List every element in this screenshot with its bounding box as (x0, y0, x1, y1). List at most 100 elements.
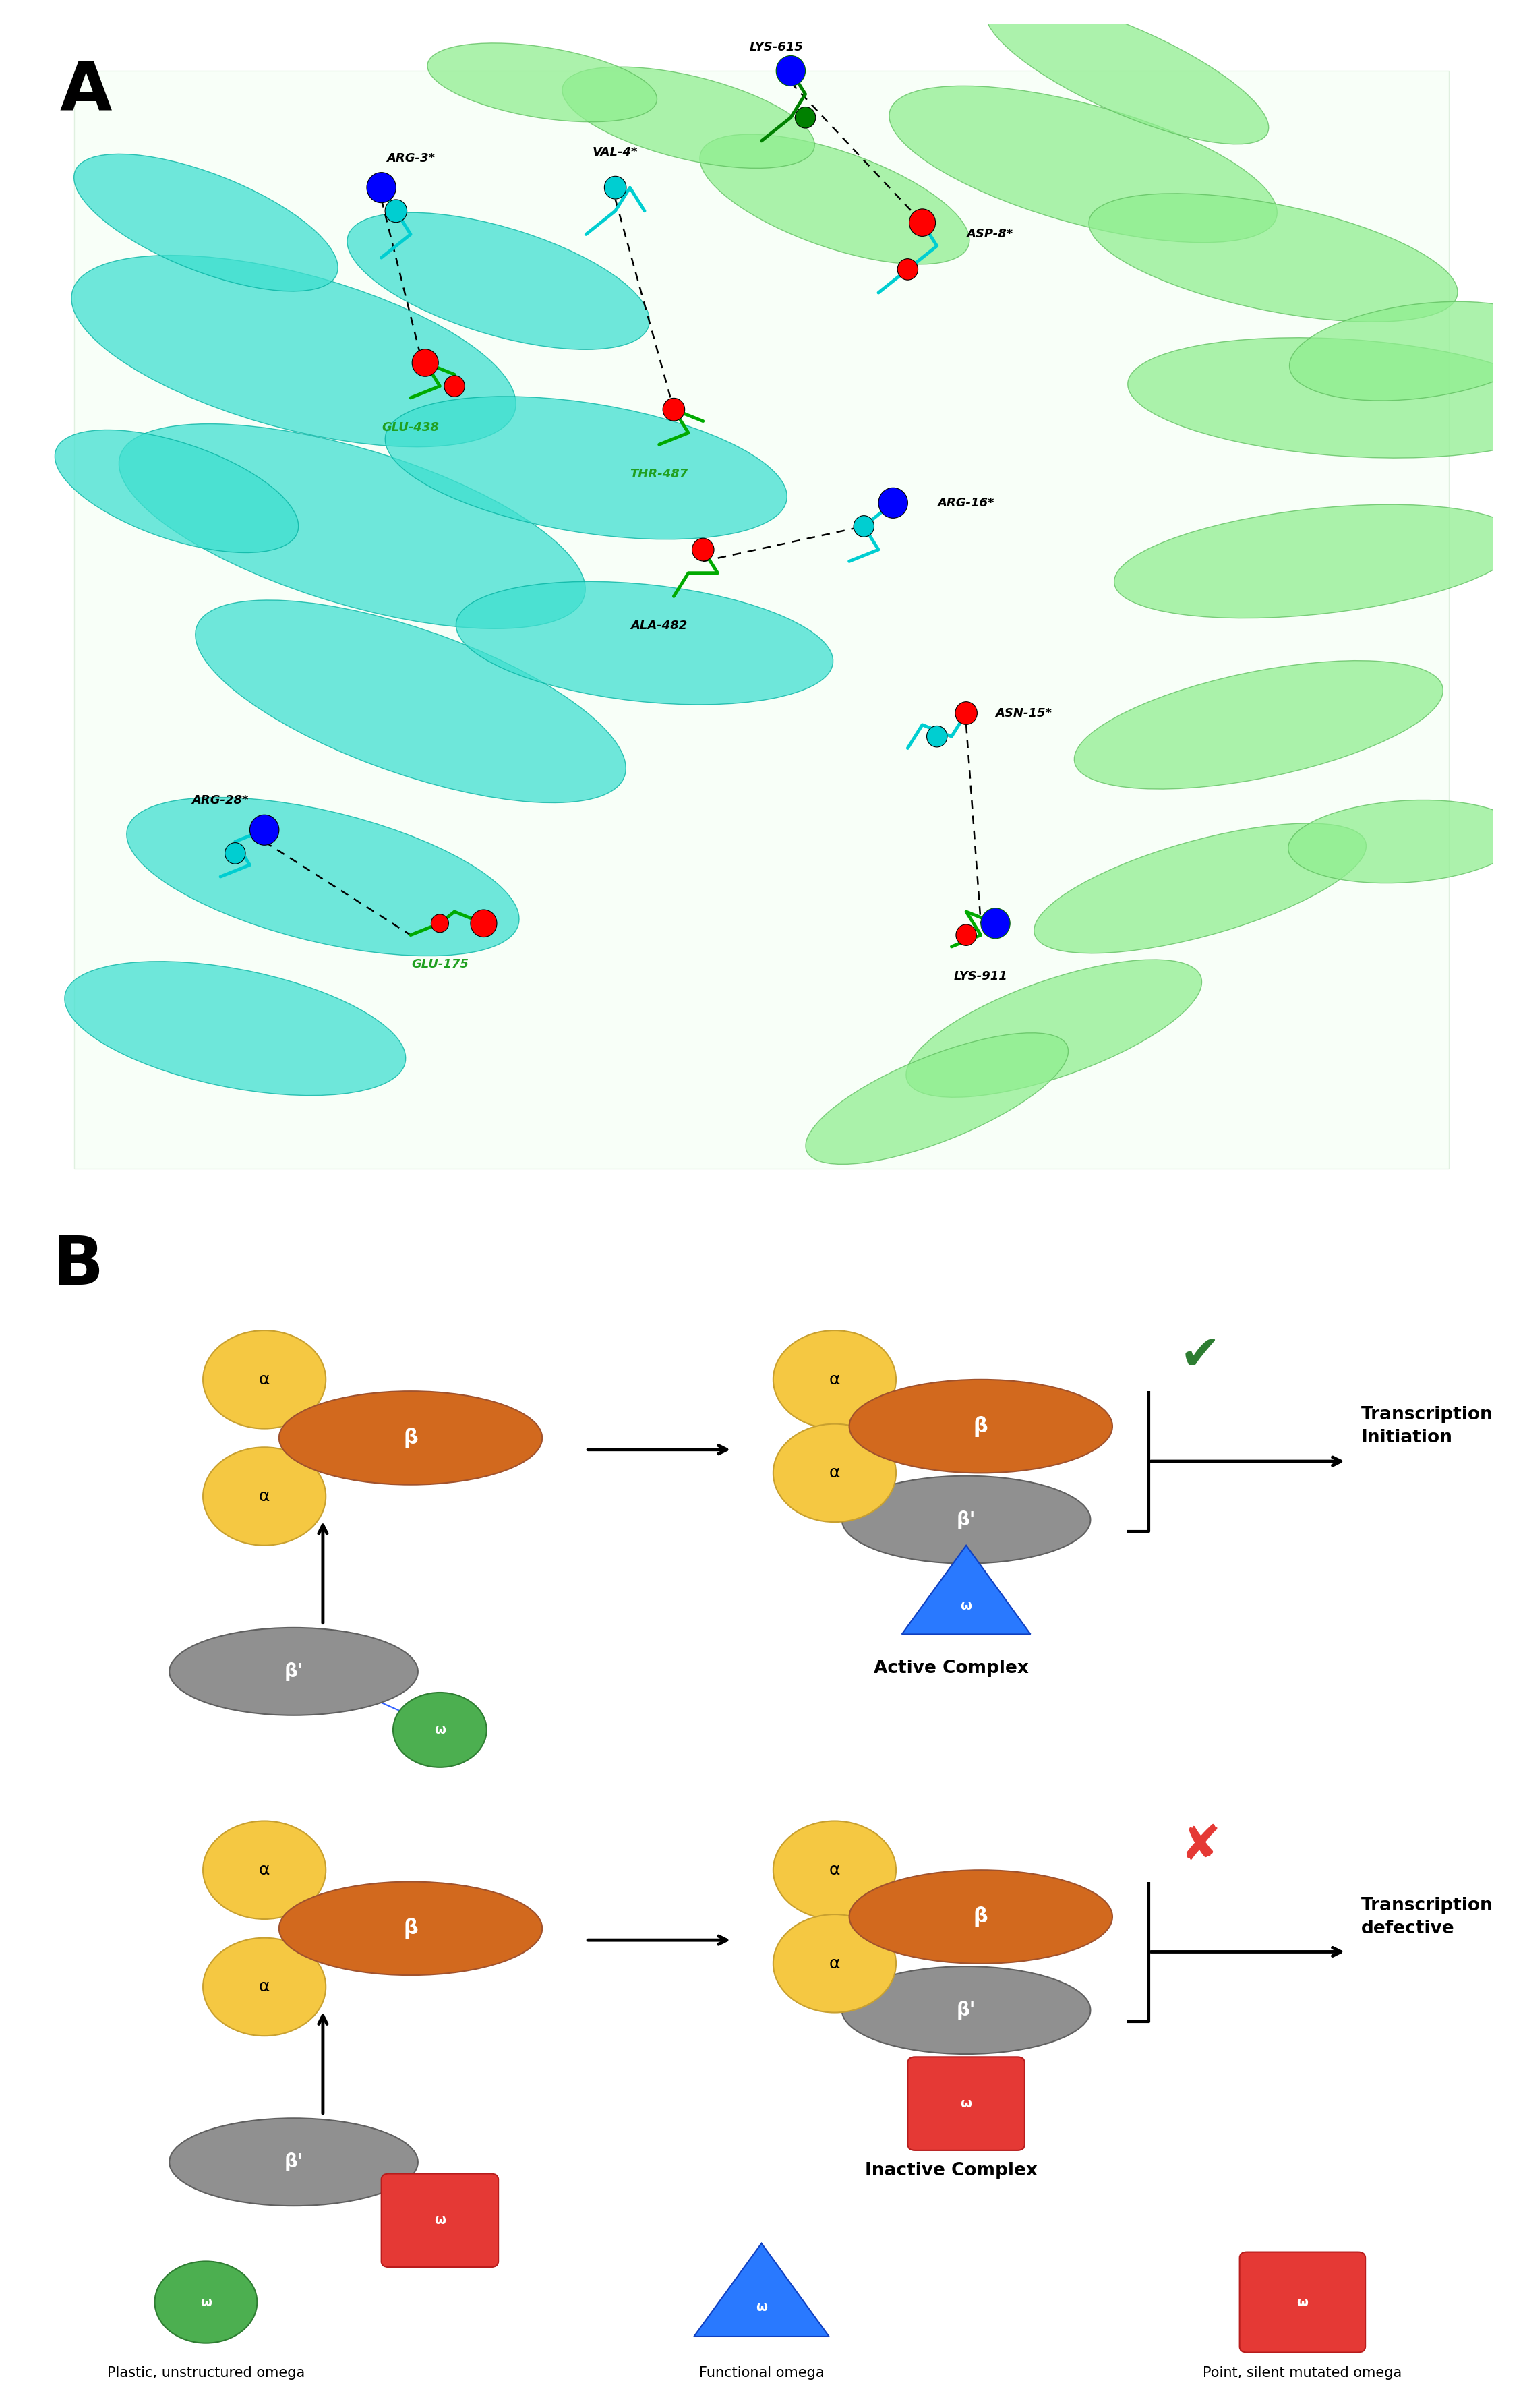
Text: ASP-8*: ASP-8* (966, 229, 1013, 241)
Ellipse shape (250, 814, 279, 845)
Ellipse shape (347, 212, 649, 349)
Ellipse shape (393, 1693, 487, 1767)
Ellipse shape (1074, 660, 1442, 790)
Ellipse shape (225, 843, 245, 864)
Ellipse shape (777, 55, 806, 87)
Ellipse shape (413, 349, 439, 376)
Text: Point, silent mutated omega: Point, silent mutated omega (1203, 2367, 1403, 2379)
Ellipse shape (1288, 799, 1521, 884)
Text: β: β (973, 1907, 988, 1926)
Text: ω: ω (434, 2213, 446, 2227)
Ellipse shape (385, 200, 407, 222)
Ellipse shape (605, 176, 626, 200)
Ellipse shape (795, 106, 816, 128)
Ellipse shape (169, 2119, 417, 2206)
Ellipse shape (75, 154, 338, 291)
Polygon shape (902, 1546, 1031, 1635)
Text: α: α (259, 1488, 270, 1505)
Ellipse shape (203, 1447, 326, 1546)
Ellipse shape (455, 580, 833, 706)
Ellipse shape (906, 961, 1202, 1098)
Text: LYS-615: LYS-615 (749, 41, 803, 53)
Text: Transcription
Initiation: Transcription Initiation (1362, 1406, 1493, 1447)
Ellipse shape (850, 1871, 1112, 1963)
Ellipse shape (956, 925, 976, 946)
Polygon shape (694, 2244, 829, 2336)
Ellipse shape (774, 1332, 896, 1428)
Ellipse shape (663, 397, 685, 421)
Ellipse shape (1034, 824, 1366, 954)
Ellipse shape (367, 173, 396, 202)
Ellipse shape (853, 515, 874, 537)
Ellipse shape (155, 2261, 257, 2343)
Text: ARG-28*: ARG-28* (192, 795, 248, 807)
Ellipse shape (926, 725, 947, 746)
Text: β': β' (956, 1510, 976, 1529)
Text: β': β' (956, 2001, 976, 2020)
Ellipse shape (774, 1820, 896, 1919)
Ellipse shape (981, 908, 1010, 939)
Ellipse shape (64, 961, 405, 1096)
Ellipse shape (471, 910, 496, 937)
Text: α: α (829, 1464, 841, 1481)
Text: ω: ω (961, 1599, 972, 1613)
Text: GLU-438: GLU-438 (382, 421, 439, 433)
Text: α: α (259, 1373, 270, 1387)
Ellipse shape (806, 1033, 1068, 1163)
Ellipse shape (774, 1423, 896, 1522)
Ellipse shape (385, 397, 787, 539)
Text: Active Complex: Active Complex (874, 1659, 1030, 1678)
Ellipse shape (879, 489, 908, 518)
Ellipse shape (428, 43, 656, 123)
Text: Plastic, unstructured omega: Plastic, unstructured omega (107, 2367, 305, 2379)
FancyBboxPatch shape (381, 2174, 498, 2268)
Ellipse shape (279, 1881, 542, 1975)
Text: VAL-4*: VAL-4* (592, 147, 638, 159)
Text: ASN-15*: ASN-15* (996, 708, 1052, 720)
Text: α: α (259, 1979, 270, 1994)
Ellipse shape (842, 1476, 1090, 1563)
Ellipse shape (909, 209, 935, 236)
Text: α: α (829, 1861, 841, 1878)
Ellipse shape (842, 1967, 1090, 2054)
Ellipse shape (119, 424, 585, 628)
Ellipse shape (126, 797, 519, 956)
Ellipse shape (699, 135, 970, 265)
Ellipse shape (169, 1628, 417, 1714)
Text: α: α (829, 1955, 841, 1972)
Text: ω: ω (434, 1724, 446, 1736)
Text: ✘: ✘ (1180, 1823, 1220, 1871)
Ellipse shape (55, 431, 299, 551)
Text: α: α (259, 1861, 270, 1878)
Ellipse shape (562, 67, 815, 169)
Text: β: β (404, 1428, 417, 1447)
Text: β': β' (285, 1662, 303, 1681)
Ellipse shape (203, 1820, 326, 1919)
Ellipse shape (897, 258, 918, 279)
Ellipse shape (195, 600, 626, 802)
Ellipse shape (985, 0, 1269, 144)
FancyBboxPatch shape (1240, 2251, 1365, 2353)
Text: ω: ω (755, 2300, 768, 2314)
Ellipse shape (431, 915, 449, 932)
Text: α: α (829, 1373, 841, 1387)
Text: LYS-911: LYS-911 (953, 970, 1008, 982)
Ellipse shape (1115, 506, 1520, 619)
Text: THR-487: THR-487 (631, 467, 688, 479)
Text: GLU-175: GLU-175 (411, 958, 469, 970)
Text: ω: ω (1296, 2295, 1308, 2309)
Ellipse shape (889, 87, 1278, 243)
Ellipse shape (1089, 193, 1458, 323)
Ellipse shape (1127, 337, 1523, 458)
Text: A: A (59, 60, 111, 125)
Text: β': β' (285, 2153, 303, 2172)
Text: β: β (404, 1919, 417, 1938)
Ellipse shape (279, 1392, 542, 1486)
Ellipse shape (1290, 301, 1523, 400)
Text: β: β (973, 1416, 988, 1438)
Text: ω: ω (200, 2295, 212, 2309)
FancyBboxPatch shape (908, 2056, 1025, 2150)
Text: Inactive Complex: Inactive Complex (865, 2162, 1037, 2179)
Ellipse shape (445, 376, 465, 397)
Text: ✔: ✔ (1180, 1334, 1220, 1380)
